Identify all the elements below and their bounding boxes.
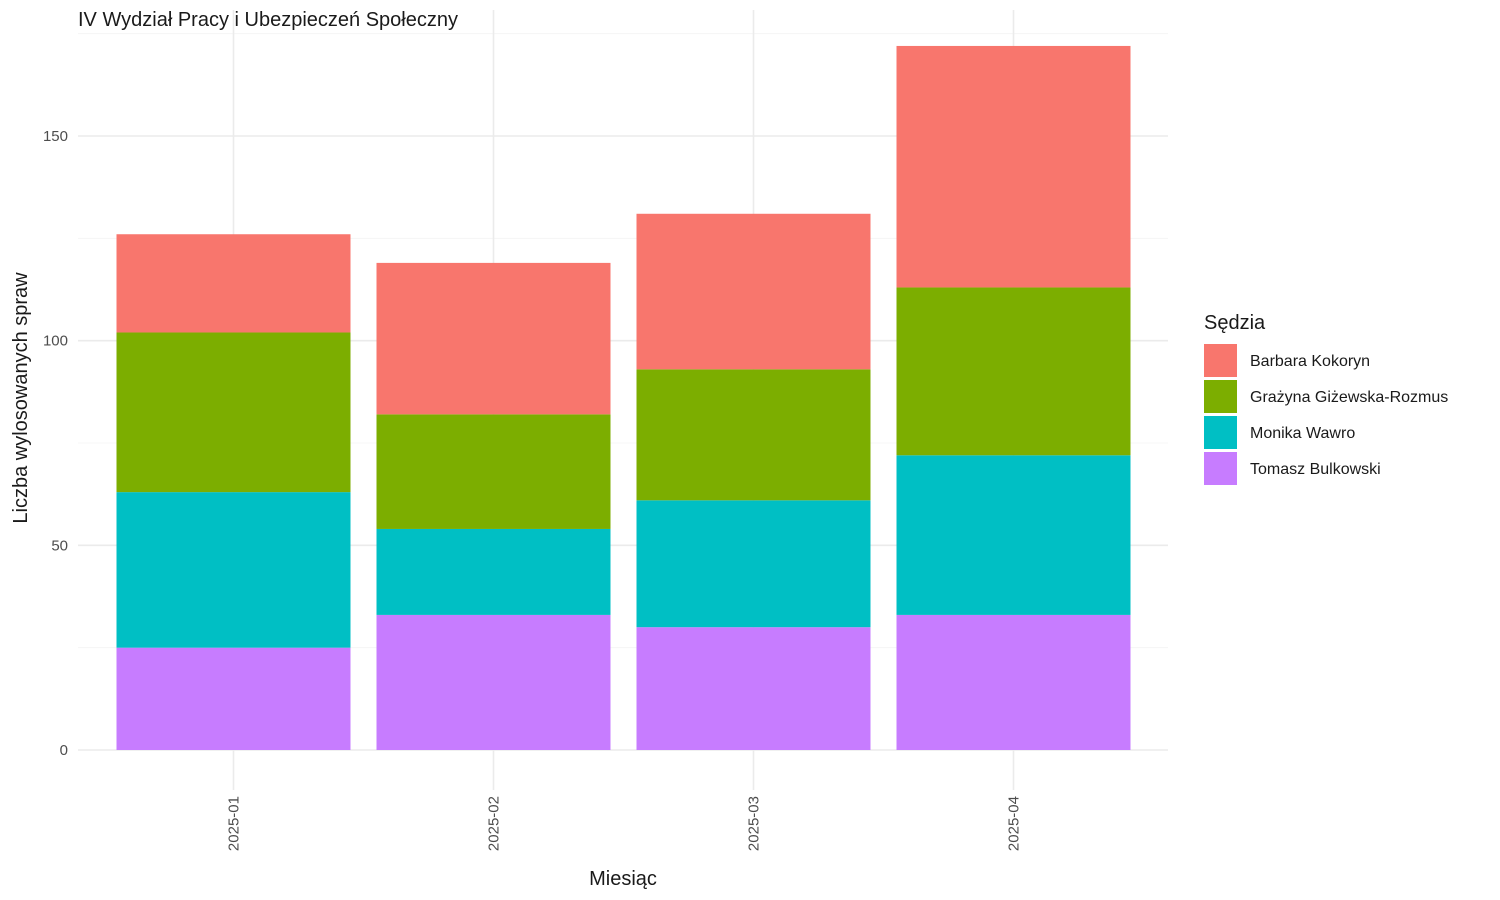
y-tick-label: 150 (43, 128, 68, 145)
x-tick-label: 2025-04 (1006, 796, 1023, 851)
y-tick-label: 100 (43, 333, 68, 350)
legend-title: Sędzia (1204, 312, 1266, 334)
bar-segment (896, 614, 1131, 750)
bar-segment (116, 647, 351, 750)
y-axis-title: Liczba wylosowanych spraw (10, 272, 32, 524)
chart-title: IV Wydział Pracy i Ubezpieczeń Społeczny (78, 9, 458, 31)
legend-label: Monika Wawro (1250, 425, 1355, 442)
bar-segment (376, 414, 611, 529)
x-tick-label: 2025-01 (226, 796, 243, 851)
y-tick-label: 0 (60, 742, 68, 759)
x-axis-ticks: 2025-01 2025-02 2025-03 2025-04 (226, 796, 1023, 851)
bar-segment (636, 500, 871, 628)
x-tick-label: 2025-02 (486, 796, 503, 851)
bar-segment (376, 614, 611, 750)
legend: Sędzia Barbara Kokoryn Grażyna Giżewska-R… (1204, 312, 1448, 485)
bar-segment (896, 45, 1131, 288)
legend-swatch (1204, 416, 1237, 449)
legend-label: Grażyna Giżewska-Rozmus (1250, 389, 1448, 406)
legend-label: Tomasz Bulkowski (1250, 461, 1381, 478)
bar-segment (376, 528, 611, 615)
y-axis-ticks: 0 50 100 150 (43, 128, 68, 759)
bars (116, 45, 1131, 750)
bar-segment (116, 332, 351, 493)
bar-segment (376, 262, 611, 415)
legend-swatch (1204, 452, 1237, 485)
x-axis-title: Miesiąc (589, 868, 657, 890)
legend-swatch (1204, 344, 1237, 377)
legend-label: Barbara Kokoryn (1250, 353, 1370, 370)
bar-segment (636, 627, 871, 750)
x-tick-label: 2025-03 (746, 796, 763, 851)
bar-segment (896, 455, 1131, 615)
bar-segment (896, 287, 1131, 456)
bar-segment (636, 213, 871, 370)
legend-swatch (1204, 380, 1237, 413)
bar-segment (116, 492, 351, 648)
y-tick-label: 50 (51, 537, 68, 554)
bar-segment (636, 369, 871, 501)
bar-segment (116, 234, 351, 333)
